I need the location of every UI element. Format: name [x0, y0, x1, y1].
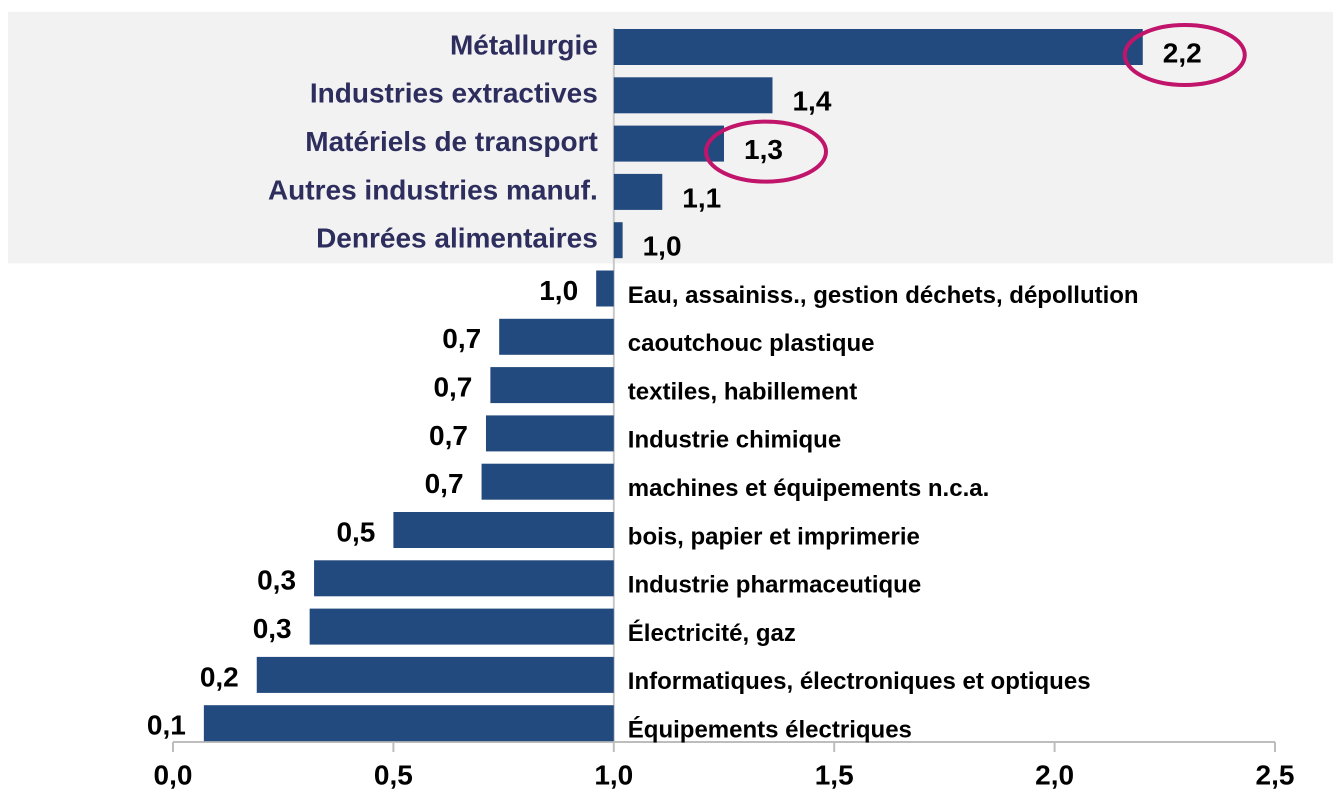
highlight-ellipse [1122, 23, 1247, 87]
value-label: 0,2 [200, 661, 239, 692]
value-label: 0,7 [442, 323, 481, 354]
bar [613, 77, 773, 114]
category-label: Eau, assainiss., gestion déchets, dépoll… [628, 282, 1139, 309]
category-label: Industrie pharmaceutique [628, 572, 921, 599]
category-label: Métallurgie [450, 29, 598, 60]
value-label: 0,5 [336, 516, 375, 547]
category-label: Denrées alimentaires [316, 223, 598, 254]
bar [499, 318, 614, 355]
category-label: Équipements électriques [628, 716, 912, 744]
value-label: 0,3 [257, 565, 296, 596]
bar [481, 463, 614, 500]
category-label: bois, papier et imprimerie [628, 523, 920, 550]
x-tick-label: 1,5 [815, 759, 854, 790]
highlight-ellipse [704, 119, 828, 184]
x-tick-label: 0,5 [374, 759, 413, 790]
category-label: Industrie chimique [628, 427, 841, 454]
bar [314, 560, 614, 597]
category-label: caoutchouc plastique [628, 330, 875, 357]
category-label: textiles, habillement [628, 378, 857, 405]
category-label: Informatiques, électroniques et optiques [628, 668, 1091, 695]
x-tick-label: 1,0 [594, 759, 633, 790]
bar [490, 367, 614, 404]
value-label: 1,3 [744, 134, 783, 165]
x-tick-label: 2,0 [1035, 759, 1074, 790]
bar [203, 705, 614, 742]
bar [613, 173, 663, 210]
category-label: Matériels de transport [305, 126, 598, 157]
category-label: machines et équipements n.c.a. [628, 475, 989, 502]
bar [485, 415, 614, 452]
value-label: 0,7 [425, 468, 464, 499]
value-label: 0,1 [147, 710, 186, 741]
value-label: 1,1 [682, 182, 721, 213]
bar [596, 270, 614, 307]
bar [613, 222, 623, 259]
value-label: 0,3 [253, 613, 292, 644]
x-tick-label: 2,5 [1256, 759, 1295, 790]
value-label: 1,0 [643, 231, 682, 262]
x-tick-label: 0,0 [154, 759, 193, 790]
value-label: 2,2 [1163, 37, 1202, 68]
value-label: 1,0 [539, 275, 578, 306]
category-label: Industries extractives [310, 78, 598, 109]
category-label: Autres industries manuf. [268, 174, 598, 205]
bar [256, 656, 614, 693]
value-label: 0,7 [433, 371, 472, 402]
category-label: Électricité, gaz [628, 619, 796, 647]
value-label: 0,7 [429, 420, 468, 451]
bar [309, 608, 614, 645]
bar [613, 29, 1143, 65]
value-label: 1,4 [792, 86, 831, 117]
bar [393, 512, 614, 548]
